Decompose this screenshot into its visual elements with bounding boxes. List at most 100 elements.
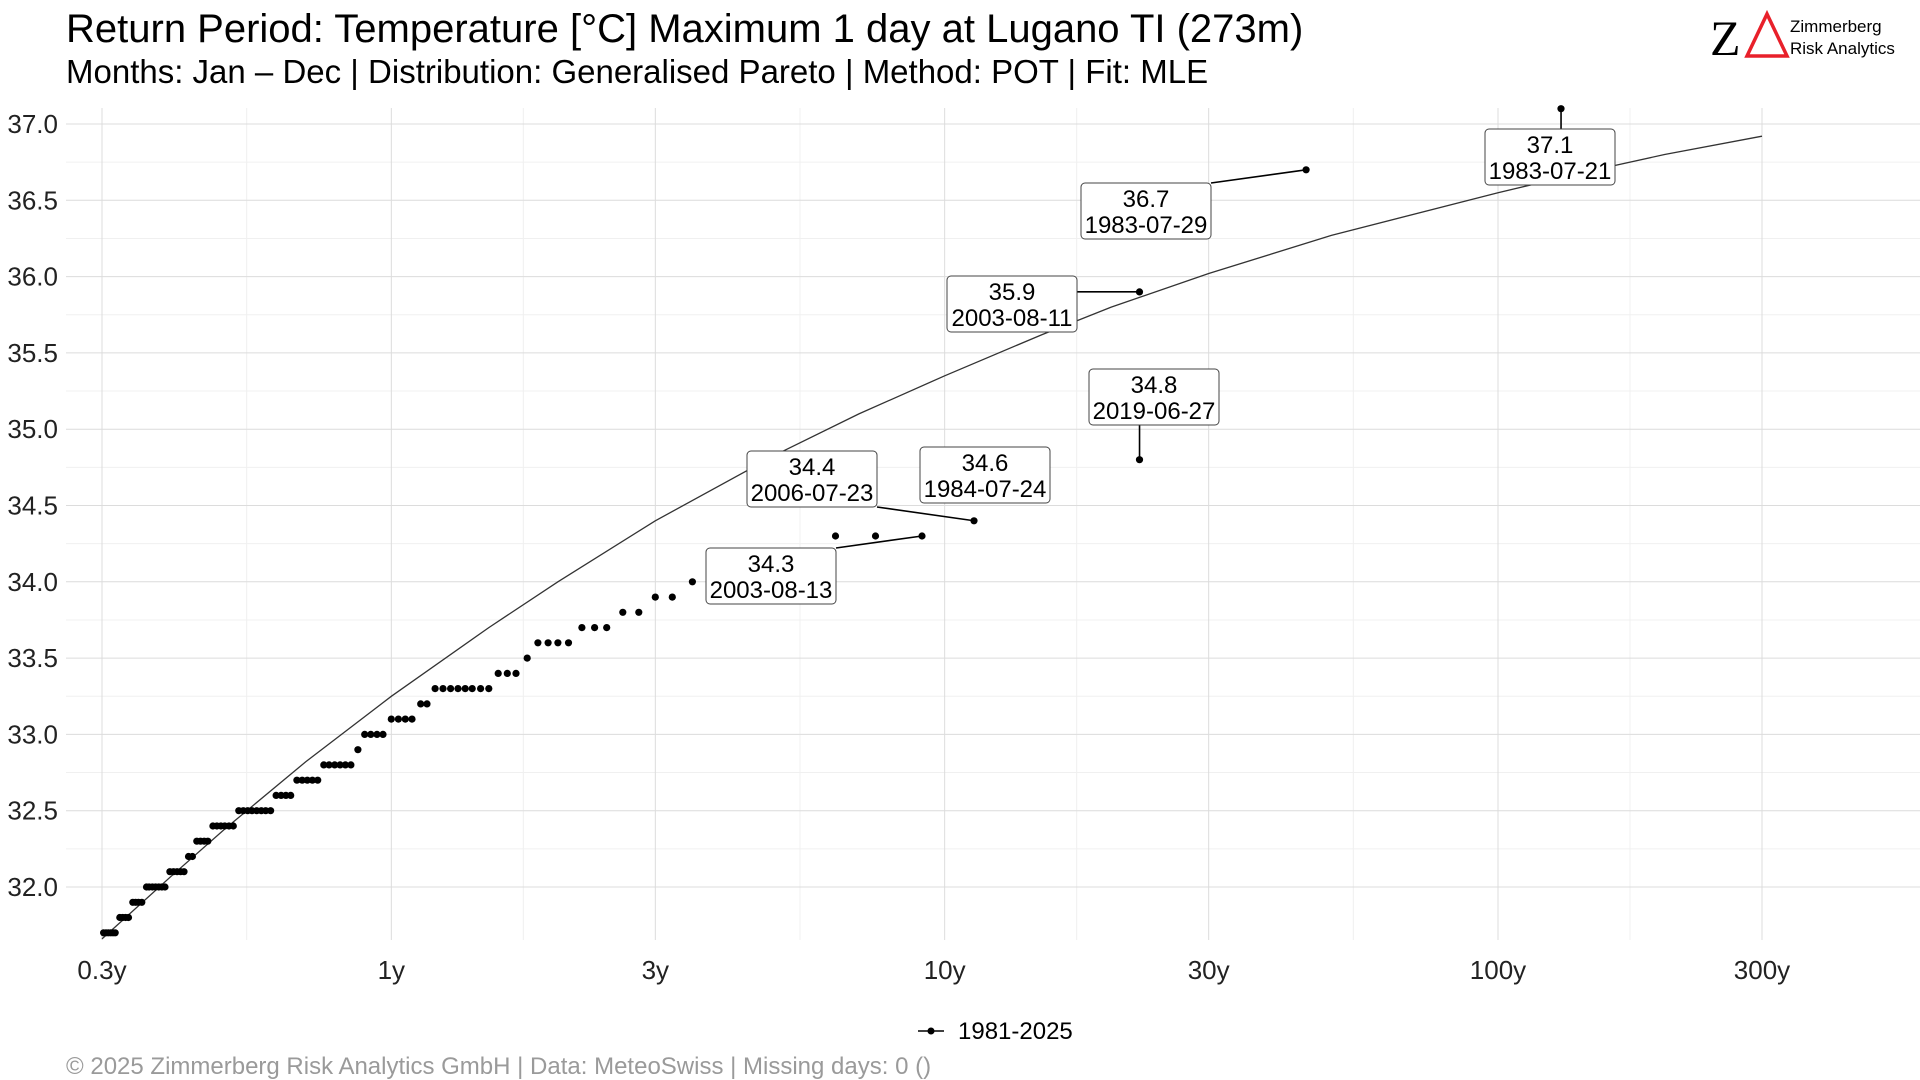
annotation-box [1088,368,1220,426]
y-tick-label: 34.5 [7,491,58,521]
data-point [161,883,169,891]
data-point [635,608,643,616]
data-point [180,868,188,876]
annotation-date: 2006-07-23 [751,480,874,507]
data-point [651,593,659,601]
data-point [124,913,133,922]
data-point [293,776,301,784]
annotation-box [1080,182,1212,240]
data-point [331,761,339,769]
data-point [831,532,840,540]
y-tick-label: 33.0 [7,719,58,749]
x-tick-label: 30y [1188,955,1230,985]
legend: 1981-2025 [918,1018,1073,1045]
data-point [361,730,369,739]
data-point [431,685,439,693]
annotation-leader [876,506,975,522]
annotation-leader [1210,168,1307,184]
data-point [564,639,573,647]
annotation-value: 34.6 [962,450,1009,477]
data-point [468,685,476,693]
data-point [668,593,676,601]
data-point [341,761,349,769]
data-point [619,608,627,616]
annotation-value: 34.3 [748,551,795,578]
data-point [417,700,425,708]
data-point [298,776,306,784]
annotation-leader [835,535,923,549]
data-point [111,929,119,937]
chart-subtitle: Months: Jan – Dec | Distribution: Genera… [66,53,1208,90]
data-point [138,898,146,906]
data-point [303,776,311,784]
data-point [688,578,697,586]
data-point [423,700,431,708]
legend-label: 1981-2025 [958,1018,1073,1045]
footer-credit: © 2025 Zimmerberg Risk Analytics GmbH | … [66,1053,931,1080]
logo-line2: Risk Analytics [1790,39,1895,58]
x-tick-label: 100y [1470,955,1526,985]
annotation-value: 34.4 [789,454,836,481]
fitted-curve-line [101,135,1763,940]
y-tick-label: 36.0 [7,262,58,292]
y-tick-label: 36.5 [7,185,58,215]
data-point [485,685,493,693]
logo-delta-icon [1744,9,1790,58]
x-tick-label: 3y [642,955,669,985]
y-tick-label: 32.5 [7,796,58,826]
data-point [512,669,520,678]
data-point [1557,105,1565,113]
data-point [871,532,880,540]
data-point [387,715,395,723]
annotation-date: 1983-07-29 [1085,212,1208,239]
company-logo: Z Zimmerberg Risk Analytics [1710,9,1895,66]
data-point [188,852,196,861]
data-point [373,730,381,739]
x-tick-label: 1y [378,955,405,985]
data-point [401,715,409,723]
data-point [394,715,402,723]
y-tick-label: 33.5 [7,643,58,673]
annotation-value: 35.9 [989,279,1036,306]
data-point [320,761,328,769]
data-point [336,761,344,769]
annotation-box [919,446,1051,504]
data-points [100,105,1565,937]
annotation-date: 2019-06-27 [1093,398,1216,425]
data-point [503,669,511,678]
data-point [204,837,212,845]
y-tick-label: 35.5 [7,338,58,368]
data-point [578,624,586,632]
data-point [603,624,611,632]
data-point [454,685,462,693]
data-point [554,639,562,647]
chart-title: Return Period: Temperature [°C] Maximum … [66,7,1303,51]
y-tick-label: 35.0 [7,414,58,444]
data-point [229,822,237,830]
annotation-box [705,547,837,605]
logo-mark: Z [1710,10,1741,66]
data-point [591,624,599,632]
annotation-date: 1984-07-24 [924,476,1047,503]
annotation-date: 2003-08-11 [952,305,1073,332]
annotation-box [746,450,878,508]
data-point [494,669,502,678]
annotations: 37.11983-07-2136.71983-07-2935.92003-08-… [705,108,1616,605]
data-point [347,761,355,769]
data-point [267,807,275,815]
data-point [314,776,322,784]
data-point [447,685,455,693]
data-point [287,791,295,800]
data-point [408,715,416,723]
data-point [544,639,552,647]
axis-ticks: 0.3y 1y 3y 10y 30y 100y 300y 32.0 32.5 33.0 33.5 34… [7,109,1790,985]
legend-point-swatch [927,1027,935,1035]
annotation-value: 37.1 [1527,132,1574,159]
